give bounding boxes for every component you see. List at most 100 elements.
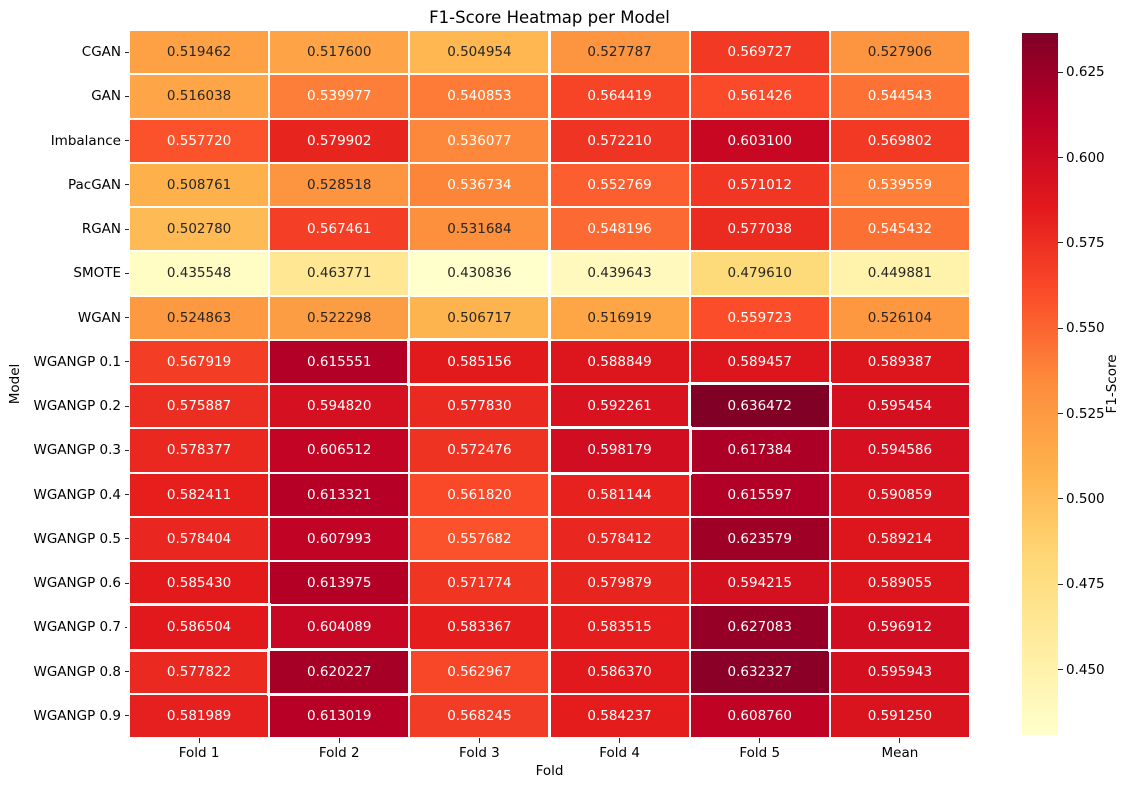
y-tick-mark [124, 405, 129, 407]
cell-value: 0.539559 [867, 176, 933, 193]
y-tick-mark [124, 582, 129, 584]
cell-value: 0.504954 [447, 44, 512, 61]
heatmap-cell-highlighted: 0.620227 [267, 647, 412, 696]
cell-value: 0.430836 [447, 265, 512, 282]
heatmap-cell: 0.585430 [130, 562, 269, 605]
y-tick-mark [124, 671, 129, 673]
heatmap-cell: 0.594215 [690, 562, 829, 605]
heatmap-cell: 0.594820 [270, 385, 409, 428]
cell-value: 0.519462 [166, 44, 232, 61]
heatmap-cell: 0.568245 [410, 694, 549, 737]
heatmap-cell: 0.589055 [830, 562, 969, 605]
colorbar-tick-mark [1058, 413, 1063, 415]
heatmap-cell: 0.583367 [410, 606, 549, 649]
cell-value: 0.516919 [587, 309, 652, 326]
cell-value: 0.577038 [727, 221, 792, 238]
heatmap-cell: 0.577822 [130, 650, 269, 693]
heatmap-cell: 0.569727 [690, 31, 829, 74]
heatmap-cell: 0.575887 [130, 385, 269, 428]
cell-value: 0.527787 [587, 44, 652, 61]
heatmap-cell: 0.584237 [550, 694, 689, 737]
heatmap-cell: 0.504954 [410, 31, 549, 74]
heatmap-cell: 0.572210 [550, 119, 689, 162]
colorbar-tick-label: 0.550 [1066, 320, 1105, 337]
heatmap-cell: 0.536077 [410, 119, 549, 162]
heatmap-cell: 0.561426 [690, 75, 829, 118]
heatmap-cell: 0.449881 [830, 252, 969, 295]
heatmap-cell-highlighted: 0.598179 [547, 426, 692, 475]
heatmap-cell: 0.539559 [830, 163, 969, 206]
cell-value: 0.596912 [867, 619, 933, 636]
heatmap-cell: 0.577830 [410, 385, 549, 428]
heatmap-cell: 0.435548 [130, 252, 269, 295]
heatmap: 0.519462 0.517600 0.504954 0.527787 0.569727… [127, 30, 972, 738]
cell-value: 0.571012 [727, 176, 792, 193]
y-tick-label: RGAN [81, 221, 121, 238]
heatmap-cell: 0.528518 [270, 163, 409, 206]
y-tick-label: WGANGP 0.2 [33, 398, 121, 415]
cell-value: 0.594586 [867, 442, 933, 459]
heatmap-cell: 0.623579 [690, 517, 829, 560]
colorbar-tick-mark [1058, 157, 1063, 158]
heatmap-cell-highlighted: 0.596912 [827, 603, 972, 652]
cell-value: 0.479610 [727, 265, 792, 282]
heatmap-cell: 0.567919 [130, 340, 269, 383]
heatmap-cell: 0.589387 [830, 340, 969, 383]
cell-value: 0.589055 [867, 575, 933, 592]
x-tick-label: Fold 3 [459, 745, 500, 761]
y-tick-label: Imbalance [50, 132, 121, 149]
cell-value: 0.577830 [447, 398, 512, 415]
heatmap-cell: 0.516919 [550, 296, 689, 339]
heatmap-cell: 0.627083 [690, 606, 829, 649]
heatmap-cell: 0.567461 [270, 208, 409, 251]
y-tick-mark [124, 494, 129, 496]
x-tick-label: Mean [881, 745, 919, 761]
heatmap-cell: 0.557720 [130, 119, 269, 162]
heatmap-cell: 0.519462 [130, 31, 269, 74]
heatmap-cell: 0.539977 [270, 75, 409, 118]
cell-value: 0.536734 [447, 176, 512, 193]
heatmap-cell: 0.502780 [130, 208, 269, 251]
cell-value: 0.545432 [867, 221, 933, 238]
y-tick-mark [124, 95, 129, 97]
heatmap-cell: 0.430836 [410, 252, 549, 295]
heatmap-cell: 0.571012 [690, 163, 829, 206]
y-tick-mark [124, 449, 129, 451]
y-tick-label: WGANGP 0.8 [33, 663, 121, 680]
cell-value: 0.603100 [727, 132, 792, 149]
colorbar-label: F1-Score [1104, 354, 1120, 414]
heatmap-cell: 0.578412 [550, 517, 689, 560]
heatmap-cell: 0.583515 [550, 606, 689, 649]
x-tick-label: Fold 4 [599, 745, 640, 761]
y-tick-mark [124, 317, 129, 319]
colorbar-tick-mark [1058, 242, 1063, 244]
y-tick-label: WGANGP 0.9 [33, 707, 121, 724]
y-tick-label: CGAN [81, 44, 121, 61]
cell-value: 0.562967 [447, 663, 512, 680]
x-tick-mark [759, 738, 761, 743]
cell-value: 0.590859 [867, 486, 933, 503]
cell-value: 0.579879 [587, 575, 652, 592]
heatmap-cell: 0.517600 [270, 31, 409, 74]
heatmap-cell: 0.615597 [690, 473, 829, 516]
cell-value: 0.569802 [867, 132, 933, 149]
cell-value: 0.540853 [447, 88, 512, 105]
cell-value: 0.567919 [166, 353, 232, 370]
heatmap-cell: 0.581144 [550, 473, 689, 516]
cell-value: 0.578404 [166, 530, 232, 547]
cell-value: 0.595943 [867, 663, 933, 680]
y-tick-label: WGANGP 0.5 [33, 530, 121, 547]
heatmap-cell: 0.527906 [830, 31, 969, 74]
heatmap-cell: 0.603100 [690, 119, 829, 162]
x-tick-mark [338, 738, 340, 743]
cell-value: 0.585156 [447, 353, 512, 370]
cell-value: 0.583367 [447, 619, 512, 636]
y-tick-mark [124, 626, 129, 628]
cell-value: 0.561820 [447, 486, 512, 503]
cell-value: 0.571774 [447, 575, 512, 592]
heatmap-cell: 0.572476 [410, 429, 549, 472]
heatmap-cell: 0.578404 [130, 517, 269, 560]
cell-value: 0.527906 [867, 44, 933, 61]
x-tick-label: Fold 5 [739, 745, 781, 761]
cell-value: 0.595454 [867, 398, 933, 415]
